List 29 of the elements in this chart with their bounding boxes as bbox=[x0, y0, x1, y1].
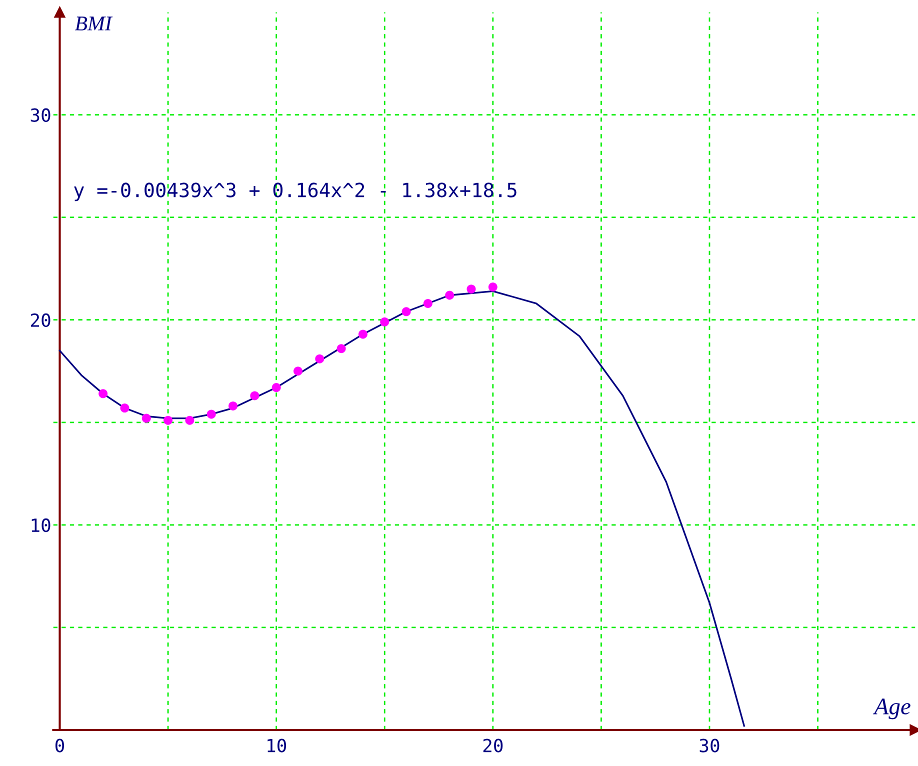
point bbox=[120, 404, 130, 413]
point bbox=[380, 317, 390, 326]
y-tick-label: 30 bbox=[30, 108, 50, 122]
x-tick-label: 20 bbox=[483, 738, 503, 752]
point bbox=[466, 284, 476, 294]
point bbox=[250, 391, 260, 400]
point bbox=[185, 416, 194, 425]
x-tick-label: 0 bbox=[55, 738, 64, 752]
point bbox=[293, 366, 302, 376]
x-tick-label: 10 bbox=[268, 738, 286, 752]
point bbox=[358, 330, 368, 339]
point bbox=[336, 344, 346, 354]
point bbox=[142, 414, 151, 423]
point bbox=[98, 389, 108, 398]
point bbox=[488, 282, 498, 292]
point bbox=[228, 401, 238, 410]
x-tick-label: 30 bbox=[700, 738, 720, 752]
point bbox=[445, 290, 454, 300]
x-axis-title: Age bbox=[872, 698, 910, 720]
point bbox=[315, 354, 324, 364]
point bbox=[206, 410, 216, 419]
y-axis-title: BMI bbox=[74, 16, 113, 30]
y-tick-label: 20 bbox=[31, 313, 50, 328]
point bbox=[423, 298, 432, 308]
point bbox=[272, 383, 281, 392]
annotation: y =-0.00439x^3 + 0.164x^2 - 1.38x+18.5 bbox=[74, 182, 516, 202]
point bbox=[164, 416, 173, 425]
y-tick-label: 10 bbox=[32, 518, 50, 532]
point bbox=[402, 307, 411, 316]
